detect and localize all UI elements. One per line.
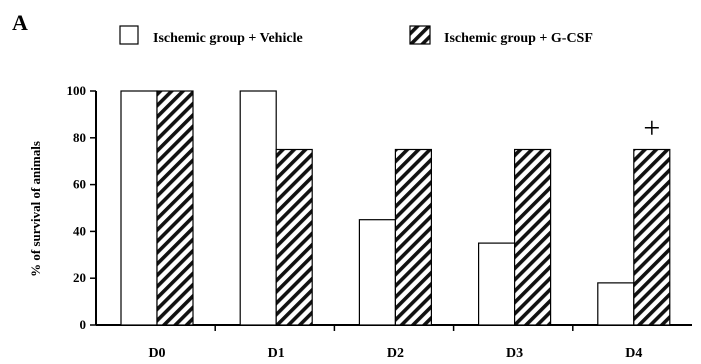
x-tick-label: D4 — [625, 346, 642, 361]
legend-label-vehicle: Ischemic group + Vehicle — [153, 31, 303, 46]
significance-marker: + — [643, 112, 660, 145]
y-tick-label: 0 — [80, 317, 87, 332]
bar-vehicle-d2 — [358, 219, 396, 326]
y-tick-label: 100 — [67, 83, 87, 98]
legend-swatch-gcsf — [409, 25, 431, 45]
y-axis-label: % of survival of animals — [28, 141, 43, 277]
y-tick-label: 20 — [73, 270, 86, 285]
annotations: + — [643, 112, 660, 145]
bar-vehicle-d4 — [597, 282, 635, 326]
y-tick-label: 60 — [73, 177, 86, 192]
bar-gcsf-d0 — [156, 90, 194, 326]
bar-vehicle-d1 — [239, 90, 277, 326]
bar-vehicle-d3 — [478, 242, 516, 326]
x-tick-label: D1 — [268, 346, 285, 361]
bar-gcsf-d3 — [513, 148, 552, 326]
bar-vehicle-d0 — [120, 90, 158, 326]
legend: Ischemic group + Vehicle Ischemic group … — [119, 25, 593, 46]
y-tick-label: 40 — [73, 223, 86, 238]
legend-swatch-vehicle — [119, 25, 139, 45]
x-tick-label: D0 — [148, 346, 165, 361]
bar-gcsf-d1 — [275, 148, 313, 326]
panel-label: A — [12, 10, 28, 35]
y-tick-label: 80 — [73, 130, 86, 145]
x-tick-label: D3 — [506, 346, 523, 361]
bars — [120, 90, 671, 326]
tick-labels: 0 20 40 60 80 100 D0 D1 D2 D3 D4 — [67, 83, 643, 361]
legend-label-gcsf: Ischemic group + G-CSF — [444, 31, 593, 46]
bar-gcsf-d4 — [633, 148, 671, 326]
x-tick-label: D2 — [387, 346, 404, 361]
bar-gcsf-d2 — [394, 148, 432, 326]
